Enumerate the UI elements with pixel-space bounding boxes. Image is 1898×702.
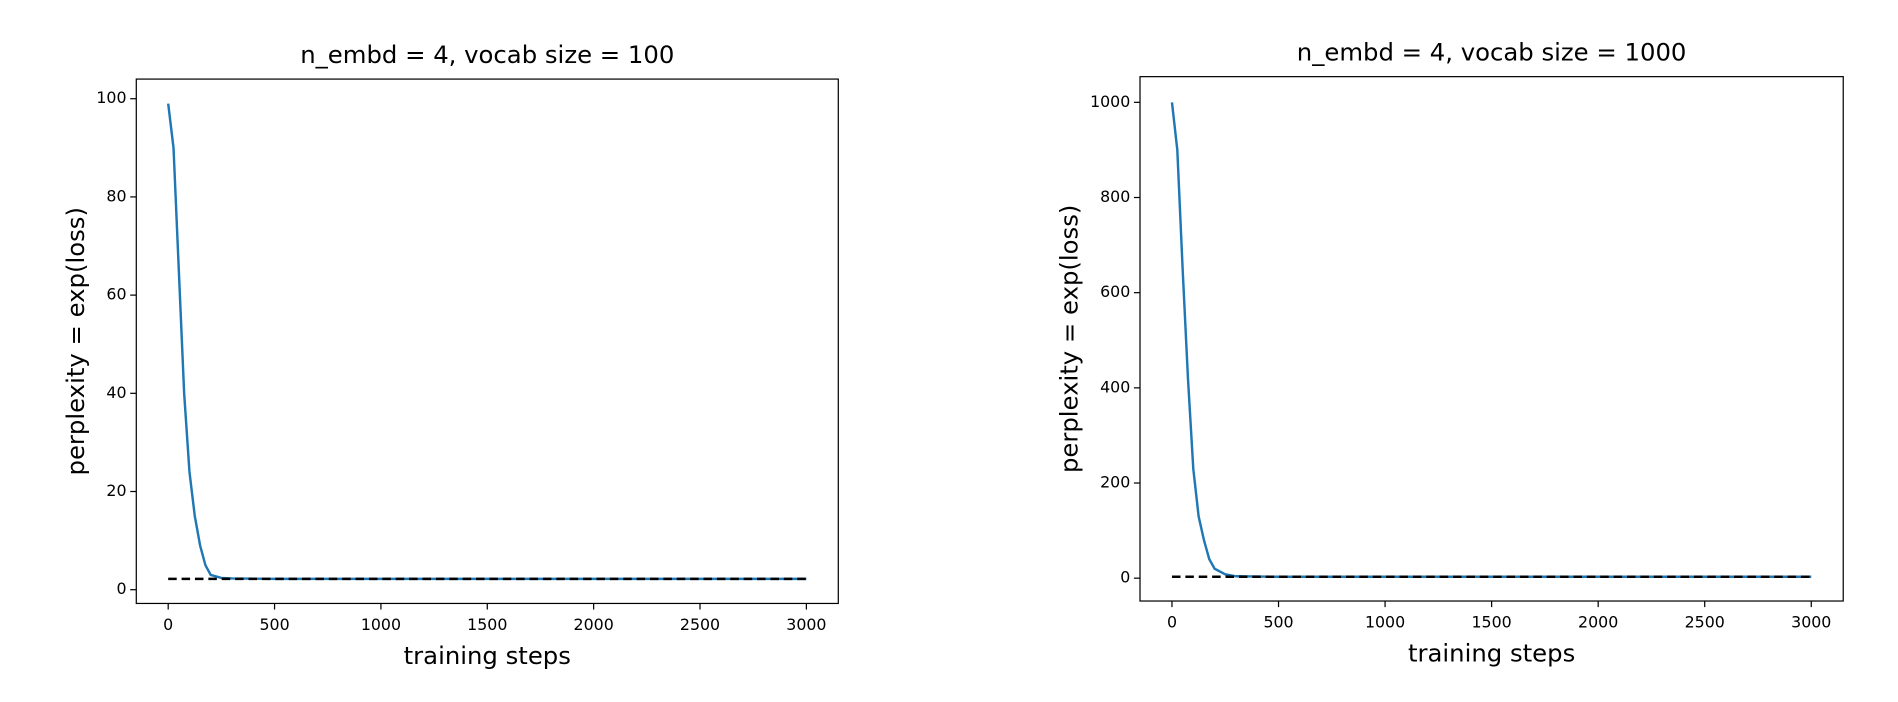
y-tick-label: 60 xyxy=(106,285,126,304)
chart-title: n_embd = 4, vocab size = 1000 xyxy=(1297,38,1687,67)
axes-frame xyxy=(1139,76,1844,602)
y-tick-label: 80 xyxy=(106,186,126,205)
y-tick-label: 100 xyxy=(96,88,126,107)
y-tick-label: 200 xyxy=(1100,473,1130,492)
x-tick-label: 500 xyxy=(259,615,289,634)
x-tick-label: 3000 xyxy=(1791,612,1831,631)
y-tick-label: 0 xyxy=(1120,568,1130,587)
x-tick-label: 1500 xyxy=(467,615,507,634)
x-tick-label: 1000 xyxy=(1365,612,1405,631)
x-tick-label: 3000 xyxy=(786,615,826,634)
x-tick-label: 0 xyxy=(1167,612,1177,631)
y-tick-label: 40 xyxy=(106,383,126,402)
y-tick-label: 600 xyxy=(1100,282,1130,301)
y-tick-label: 20 xyxy=(106,481,126,500)
y-tick-label: 800 xyxy=(1100,187,1130,206)
y-axis-label: perplexity = exp(loss) xyxy=(1055,205,1084,473)
x-tick-label: 0 xyxy=(163,615,173,634)
chart-title: n_embd = 4, vocab size = 100 xyxy=(300,40,674,69)
series-line xyxy=(1170,102,1812,578)
y-axis-label: perplexity = exp(loss) xyxy=(61,207,90,475)
x-tick-label: 2500 xyxy=(680,615,720,634)
x-tick-label: 2500 xyxy=(1685,612,1725,631)
x-axis-label: training steps xyxy=(1408,639,1575,668)
x-axis-label: training steps xyxy=(404,641,571,670)
y-tick-label: 400 xyxy=(1100,377,1130,396)
x-tick-label: 2000 xyxy=(574,615,614,634)
series-line xyxy=(166,103,807,581)
x-tick-label: 500 xyxy=(1263,612,1293,631)
y-tick-label: 0 xyxy=(116,579,126,598)
x-tick-label: 1000 xyxy=(361,615,401,634)
x-tick-label: 2000 xyxy=(1578,612,1618,631)
axes-frame xyxy=(135,78,839,605)
x-tick-label: 1500 xyxy=(1472,612,1512,631)
y-tick-label: 1000 xyxy=(1090,92,1130,111)
